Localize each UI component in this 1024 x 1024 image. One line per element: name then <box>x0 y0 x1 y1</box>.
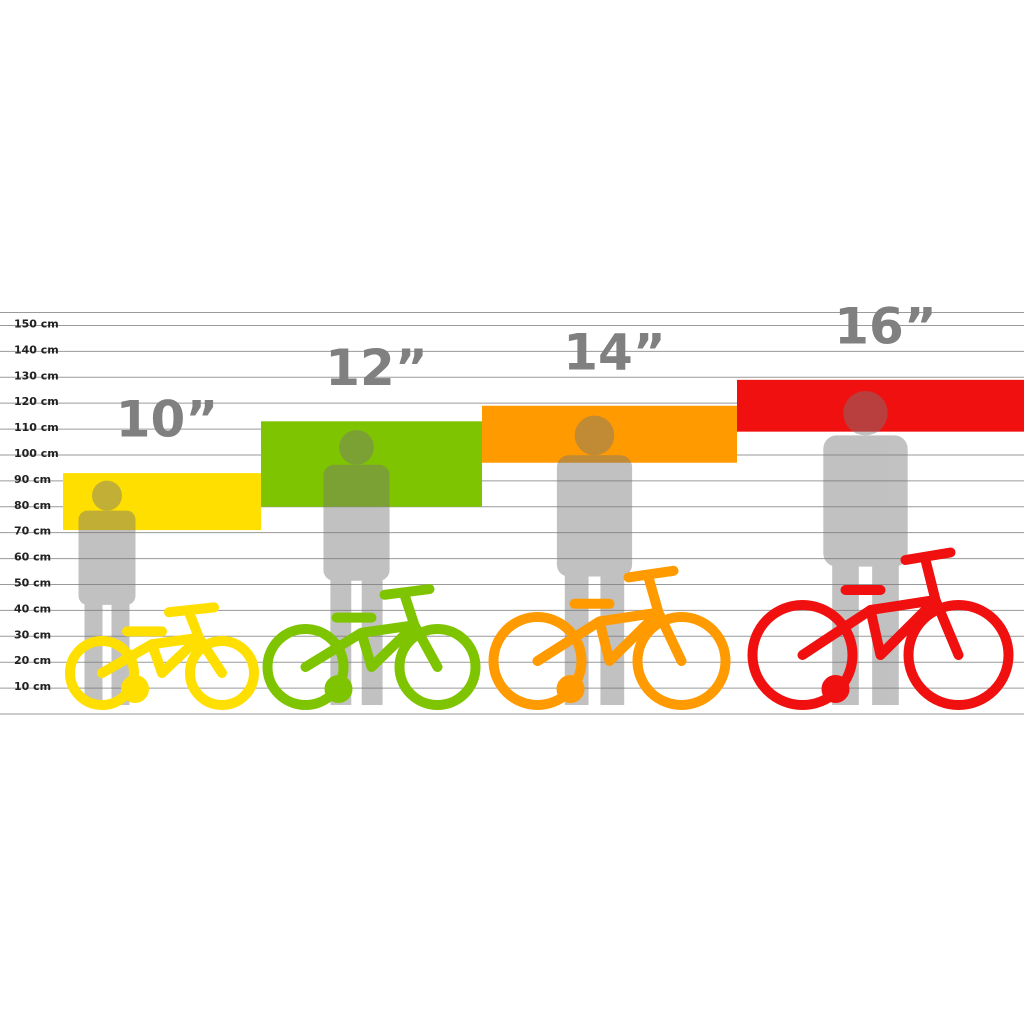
child-leg <box>600 563 625 705</box>
y-tick-label: 30 cm <box>14 628 51 641</box>
training-wheel <box>821 675 850 703</box>
bike-wheel <box>262 624 349 710</box>
bike-silhouette <box>488 565 731 710</box>
size-range-bar <box>261 421 482 507</box>
bike-silhouette <box>262 584 481 710</box>
size-range-bar <box>737 379 1024 432</box>
bike-frame <box>300 584 443 672</box>
y-tick-label: 60 cm <box>14 551 51 564</box>
child-silhouette <box>556 415 633 705</box>
training-wheel <box>121 675 149 703</box>
background-layer: 10 cm 20 cm 30 cm 40 cm 50 cm 60 cm 70 cm 80 cm… <box>0 297 1024 715</box>
y-tick-label: 110 cm <box>14 421 59 434</box>
child-leg <box>84 594 103 705</box>
child-body <box>78 510 136 605</box>
size-range-bar <box>482 405 737 463</box>
bike-wheel <box>394 624 481 710</box>
bike-wheel <box>747 600 858 710</box>
child-head <box>843 390 888 436</box>
child-body <box>323 464 390 581</box>
bike-wheel <box>65 636 139 710</box>
y-tick-label: 80 cm <box>14 499 51 512</box>
bike-silhouette <box>747 547 1014 710</box>
y-tick-label: 50 cm <box>14 576 51 589</box>
foreground-layer <box>65 390 1014 710</box>
bike-frame <box>97 602 227 678</box>
child-silhouette <box>823 390 908 705</box>
y-tick-label: 10 cm <box>14 680 51 693</box>
child-head <box>339 429 374 465</box>
y-tick-label: 140 cm <box>14 343 59 356</box>
child-leg <box>361 567 383 705</box>
bike-size-label: 16” <box>834 297 936 355</box>
y-tick-label: 150 cm <box>14 317 59 330</box>
bike-size-label: 12” <box>325 339 427 397</box>
y-tick-label: 120 cm <box>14 395 59 408</box>
y-tick-label: 100 cm <box>14 447 59 460</box>
bike-size-label: 10” <box>116 391 218 449</box>
bike-frame <box>797 547 964 660</box>
bike-silhouette <box>65 602 259 710</box>
child-silhouette <box>323 429 390 705</box>
bike-wheel <box>903 600 1014 710</box>
size-range-bar <box>63 473 261 531</box>
bike-wheel <box>185 636 259 710</box>
bike-wheel <box>632 612 731 710</box>
bike-size-label: 14” <box>563 323 665 381</box>
training-wheel <box>556 675 585 703</box>
y-tick-label: 70 cm <box>14 525 51 538</box>
child-body <box>823 435 908 567</box>
bike-wheel <box>488 612 587 710</box>
y-tick-label: 130 cm <box>14 369 59 382</box>
child-body <box>556 455 633 577</box>
y-tick-label: 20 cm <box>14 654 51 667</box>
child-head <box>574 415 615 456</box>
bike-frame <box>532 565 687 666</box>
child-head <box>92 480 122 511</box>
y-tick-label: 90 cm <box>14 473 51 486</box>
y-tick-label: 40 cm <box>14 602 51 615</box>
training-wheel <box>324 675 353 703</box>
